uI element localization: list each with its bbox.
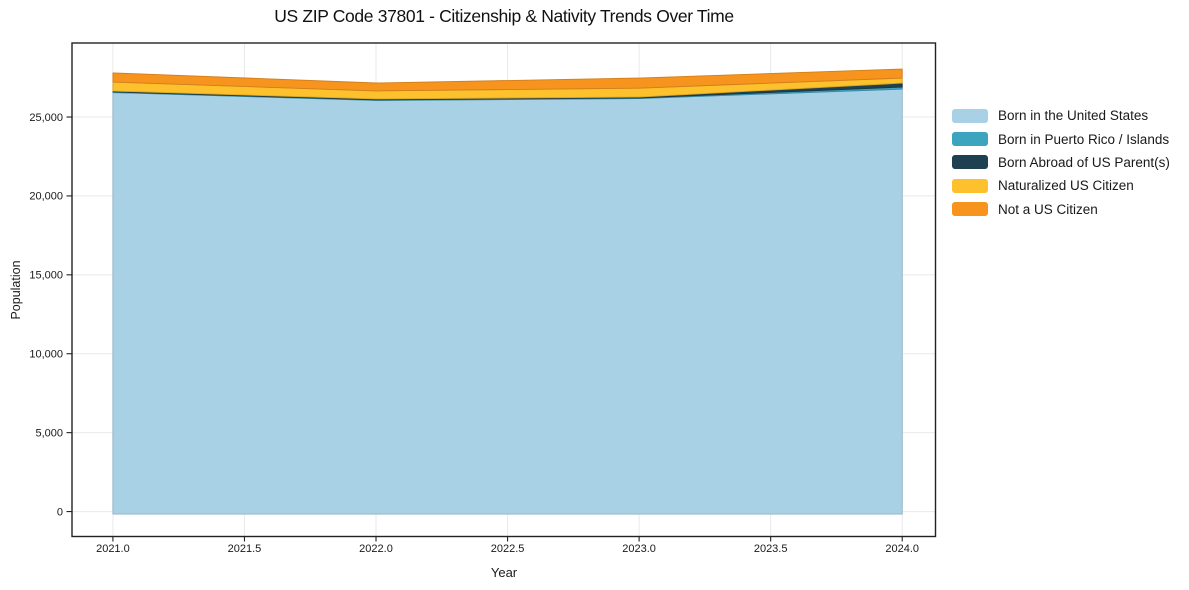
y-tick-label: 10,000 [29,349,63,361]
x-tick-label: 2021.5 [228,543,262,555]
x-tick-label: 2023.5 [754,543,788,555]
x-tick-label: 2023.0 [622,543,656,555]
legend-item-born-in-the-united-states: Born in the United States [952,104,1170,127]
x-axis-label: Year [490,565,518,580]
y-tick-label: 0 [57,506,63,518]
legend-item-naturalized-us-citizen: Naturalized US Citizen [952,174,1170,197]
area-born-in-the-united-states [112,88,903,515]
legend-swatch [952,108,988,123]
y-axis-label: Population [9,260,23,320]
area-not-a-us-citizen [112,68,903,92]
legend-swatch [952,178,988,193]
x-tick-label: 2021.0 [96,543,130,555]
legend-item-born-in-puerto-rico-islands: Born in Puerto Rico / Islands [952,127,1170,150]
legend-swatch [952,132,988,147]
legend-label: Born in the United States [998,108,1149,124]
legend-swatch [952,155,988,170]
legend-label: Born Abroad of US Parent(s) [998,154,1170,170]
legend-swatch [952,202,988,217]
legend: Born in the United States Born in Puerto … [952,104,1170,221]
plot-border [71,42,937,538]
y-tick-label: 20,000 [29,191,63,203]
legend-label: Naturalized US Citizen [998,178,1134,194]
x-tick-label: 2024.0 [885,543,919,555]
legend-label: Born in Puerto Rico / Islands [998,131,1170,147]
y-tick-label: 25,000 [29,112,63,124]
legend-item-born-abroad-of-us-parent-s: Born Abroad of US Parent(s) [952,151,1170,174]
legend-label: Not a US Citizen [998,201,1098,217]
chart-title: US ZIP Code 37801 - Citizenship & Nativi… [274,6,734,26]
x-tick-label: 2022.5 [491,543,525,555]
x-tick-label: 2022.0 [359,543,393,555]
y-tick-label: 15,000 [29,270,63,282]
y-tick-label: 5,000 [35,427,63,439]
legend-item-not-a-us-citizen: Not a US Citizen [952,198,1170,221]
